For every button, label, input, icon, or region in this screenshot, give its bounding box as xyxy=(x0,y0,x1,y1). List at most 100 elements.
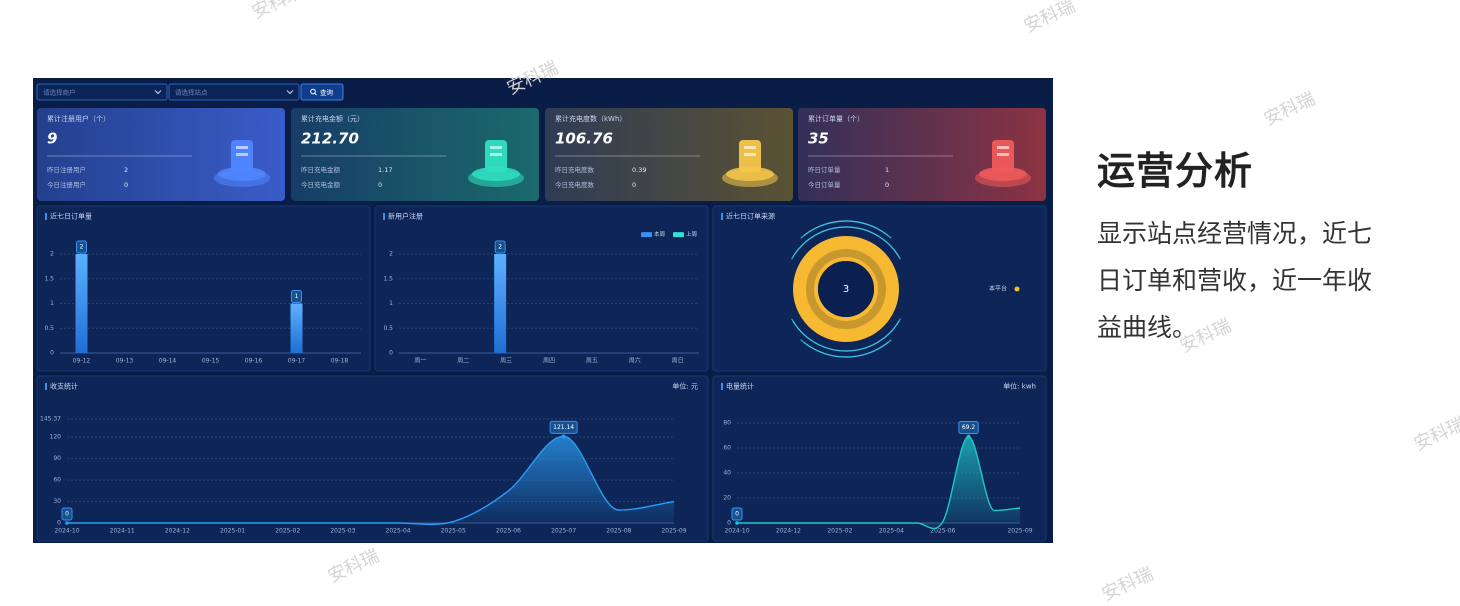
x-tick-label: 周五 xyxy=(586,358,598,365)
point-marker xyxy=(966,434,971,439)
stat-value: 35 xyxy=(808,130,829,148)
stat-row-value: 0 xyxy=(885,181,889,189)
x-tick-label: 2025-06 xyxy=(496,528,521,535)
y-tick-label: 0 xyxy=(727,520,731,527)
select-box[interactable] xyxy=(36,83,168,101)
stat-row-label: 昨日注册用户 xyxy=(47,165,86,174)
point-marker xyxy=(561,434,566,439)
point-marker xyxy=(735,521,739,525)
value-label: 2 xyxy=(498,244,502,251)
x-tick-label: 2025-07 xyxy=(551,528,576,535)
panel-title-marker xyxy=(721,213,723,220)
watermark: 安科瑞 xyxy=(1098,563,1157,606)
card-icon xyxy=(726,167,774,181)
card-icon xyxy=(472,167,520,181)
y-tick-label: 1.5 xyxy=(383,275,393,282)
card-icon xyxy=(490,153,502,156)
line xyxy=(737,435,1021,530)
x-tick-label: 2025-05 xyxy=(441,528,466,535)
y-tick-label: 20 xyxy=(723,495,731,502)
query-button[interactable] xyxy=(300,83,344,101)
x-tick-label: 2025-06 xyxy=(930,528,955,535)
x-tick-label: 周三 xyxy=(500,358,512,365)
x-tick-label: 09-16 xyxy=(245,358,263,365)
ring-decoration xyxy=(791,226,900,260)
card-icon xyxy=(218,167,266,181)
area xyxy=(737,436,1020,529)
ring-decoration xyxy=(803,220,892,239)
x-tick-label: 2025-03 xyxy=(330,528,355,535)
y-tick-label: 1 xyxy=(50,300,54,307)
x-tick-label: 2025-02 xyxy=(827,528,852,535)
value-label-box xyxy=(291,290,302,303)
x-tick-label: 周日 xyxy=(672,358,684,365)
card-icon xyxy=(490,146,502,149)
x-tick-label: 2025-09 xyxy=(661,528,686,535)
card-icon xyxy=(236,146,248,149)
y-tick-label: 0 xyxy=(57,520,61,527)
stat-row-label: 今日充电度数 xyxy=(555,180,595,189)
y-tick-label: 60 xyxy=(723,445,731,452)
select-box[interactable] xyxy=(168,83,300,101)
x-tick-label: 09-18 xyxy=(331,358,349,365)
y-tick-label: 0.5 xyxy=(383,325,393,332)
y-tick-label: 2 xyxy=(389,251,393,258)
card-icon xyxy=(997,146,1009,149)
panel-unit: 单位: kwh xyxy=(1003,382,1036,391)
value-label: 69.2 xyxy=(962,424,976,431)
x-tick-label: 2024-11 xyxy=(110,528,135,535)
select-arrow xyxy=(286,90,294,95)
x-tick-label: 2024-10 xyxy=(724,528,749,535)
x-tick-label: 周四 xyxy=(543,358,555,365)
y-tick-label: 40 xyxy=(723,470,731,477)
stat-title: 累计充电金额（元） xyxy=(301,114,364,123)
y-tick-label: 1.5 xyxy=(44,275,54,282)
x-tick-label: 2025-04 xyxy=(879,528,904,535)
intro-title: 运营分析 xyxy=(1097,149,1254,193)
value-label-box xyxy=(494,240,506,254)
x-tick-label: 2025-09 xyxy=(1007,528,1032,535)
panel-title-marker xyxy=(383,213,385,220)
point-marker xyxy=(65,521,69,525)
bar xyxy=(290,303,303,353)
select-placeholder: 请选择站点 xyxy=(175,88,208,97)
stat-title: 累计充电度数（kWh） xyxy=(555,114,626,123)
value-label: 2 xyxy=(80,244,84,251)
card-icon xyxy=(236,153,248,156)
x-tick-label: 2025-02 xyxy=(275,528,300,535)
stat-title: 累计注册用户（个） xyxy=(47,114,110,123)
y-tick-label: 2 xyxy=(50,251,54,258)
search-icon xyxy=(310,88,316,95)
y-tick-label: 0 xyxy=(50,350,54,357)
ring-decoration xyxy=(792,318,901,352)
y-tick-label: 145.37 xyxy=(40,416,61,423)
x-tick-label: 09-12 xyxy=(73,358,91,365)
watermark: 安科瑞 xyxy=(324,545,383,588)
area xyxy=(67,436,674,525)
legend-label: 本平台 xyxy=(989,285,1007,293)
query-button-label: 查询 xyxy=(320,88,334,97)
value-label-box xyxy=(549,420,578,434)
x-tick-label: 2025-08 xyxy=(606,528,631,535)
chart-panel xyxy=(374,205,709,372)
panel-title: 近七日订单来源 xyxy=(726,212,775,221)
watermark: 安科瑞 xyxy=(1260,88,1319,131)
ring-decoration xyxy=(800,339,889,358)
x-tick-label: 2024-12 xyxy=(165,528,190,535)
card-icon xyxy=(979,167,1027,181)
x-tick-label: 2024-12 xyxy=(776,528,801,535)
watermark: 安科瑞 xyxy=(1020,0,1079,38)
donut-hole xyxy=(818,261,874,317)
y-tick-label: 90 xyxy=(53,455,61,462)
donut-slice xyxy=(793,236,899,342)
y-tick-label: 120 xyxy=(50,434,62,441)
panel-title-marker xyxy=(45,213,47,220)
line xyxy=(67,435,675,526)
stat-value: 9 xyxy=(47,130,57,148)
watermark: 安科瑞 xyxy=(248,0,307,24)
stat-value: 106.76 xyxy=(555,130,613,148)
select-arrow xyxy=(154,90,162,95)
x-tick-label: 09-13 xyxy=(116,358,134,365)
legend-swatch xyxy=(673,232,684,238)
